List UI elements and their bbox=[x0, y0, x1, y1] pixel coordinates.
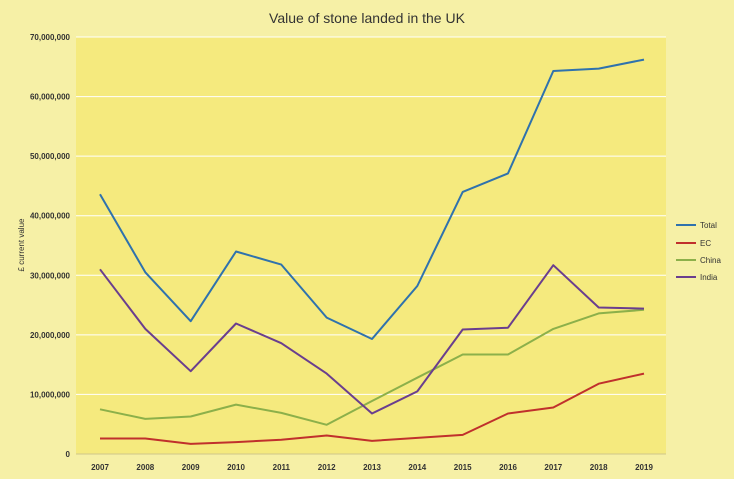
x-tick-label: 2019 bbox=[635, 463, 653, 472]
x-tick-label: 2012 bbox=[318, 463, 336, 472]
legend-label-total: Total bbox=[700, 221, 717, 230]
y-axis-ticks: 0 10,000,000 20,000,000 30,000,000 40,000,00… bbox=[30, 33, 71, 459]
x-tick-label: 2014 bbox=[408, 463, 426, 472]
series-line-ec bbox=[100, 372, 645, 445]
x-tick-label: 2008 bbox=[136, 463, 154, 472]
x-tick-label: 2007 bbox=[91, 463, 109, 472]
y-axis-label: £ current value bbox=[17, 218, 26, 271]
y-tick-label: 60,000,000 bbox=[30, 93, 71, 102]
legend: Total EC China India bbox=[676, 221, 721, 282]
series-line-total bbox=[99, 58, 645, 340]
y-tick-label: 50,000,000 bbox=[30, 152, 71, 161]
gridlines bbox=[76, 36, 666, 455]
x-tick-label: 2010 bbox=[227, 463, 245, 472]
series-lines bbox=[99, 58, 645, 445]
legend-label-china: China bbox=[700, 256, 721, 265]
y-tick-label: 40,000,000 bbox=[30, 212, 71, 221]
legend-label-india: India bbox=[700, 273, 718, 282]
y-tick-label: 30,000,000 bbox=[30, 271, 71, 280]
x-tick-label: 2015 bbox=[454, 463, 472, 472]
x-tick-label: 2009 bbox=[182, 463, 200, 472]
y-tick-label: 20,000,000 bbox=[30, 331, 71, 340]
series-line-china bbox=[99, 308, 645, 426]
x-tick-label: 2017 bbox=[544, 463, 562, 472]
y-tick-label: 0 bbox=[66, 450, 71, 459]
x-tick-label: 2013 bbox=[363, 463, 381, 472]
x-tick-label: 2018 bbox=[590, 463, 608, 472]
y-tick-label: 70,000,000 bbox=[30, 33, 71, 42]
plot-area bbox=[76, 37, 666, 454]
legend-label-ec: EC bbox=[700, 239, 711, 248]
y-tick-label: 10,000,000 bbox=[30, 390, 71, 399]
x-axis-ticks: 2007 2008 2009 2010 2011 2012 2013 2014 2015 2016… bbox=[91, 463, 653, 472]
chart-title: Value of stone landed in the UK bbox=[269, 10, 466, 26]
x-tick-label: 2016 bbox=[499, 463, 517, 472]
x-tick-label: 2011 bbox=[273, 463, 291, 472]
series-line-india bbox=[99, 264, 645, 415]
